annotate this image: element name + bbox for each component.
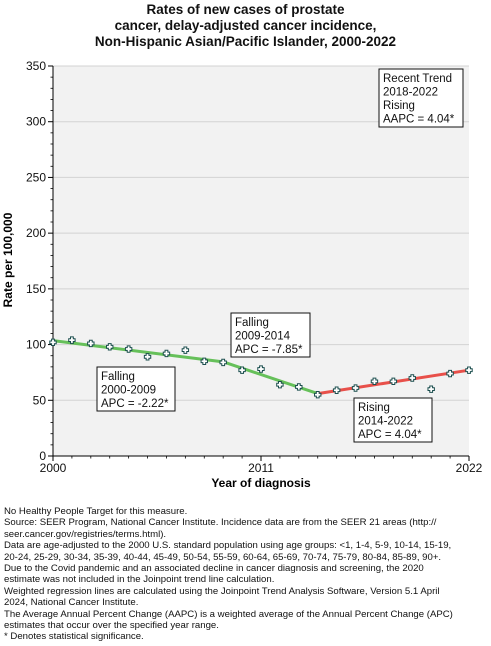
y-axis-title: Rate per 100,000 (1, 212, 15, 307)
data-point (181, 346, 190, 354)
footnotes: No Healthy People Target for this measur… (4, 506, 488, 643)
data-point (446, 369, 454, 378)
y-tick-label: 150 (26, 282, 46, 296)
annotation-line: 2014-2022 (358, 416, 413, 428)
annotation-line: 2009-2014 (235, 331, 291, 343)
annotation-line: Falling (235, 317, 269, 329)
annotation-line: APC = 4.04* (358, 429, 422, 441)
chart-title-line-2: cancer, delay-adjusted cancer incidence, (114, 18, 377, 33)
footnote-line: No Healthy People Target for this measur… (4, 506, 188, 517)
annotation-line: Recent Trend (383, 73, 452, 85)
data-point (408, 374, 416, 382)
annotation-frame (378, 68, 464, 128)
annotation-line: APC = -7.85* (235, 344, 303, 356)
annotation-frame (353, 397, 433, 443)
footnote-line: 20-24, 25-29, 30-34, 35-39, 40-44, 45-49… (4, 551, 442, 563)
data-point (465, 366, 473, 374)
data-point (238, 366, 246, 374)
data-point (124, 345, 133, 353)
y-tick-label: 350 (26, 59, 46, 73)
footnote-line: 2024, National Cancer Institute. (4, 597, 139, 609)
plot-area: 0 50 100 150 200 250 300 350 2000 2011 2022 Falling… (26, 59, 483, 475)
footnote-line: Source: SEER Program, National Cancer In… (4, 517, 437, 529)
x-axis-title: Year of diagnosis (211, 476, 311, 490)
data-point (49, 338, 57, 347)
data-point (257, 365, 265, 373)
x-tick-label: 2022 (456, 461, 483, 475)
data-point (87, 339, 95, 348)
annotation-line: Falling (101, 371, 135, 383)
x-tick-label: 2000 (40, 461, 67, 475)
data-point (219, 358, 227, 367)
data-point (314, 391, 322, 399)
data-point (427, 385, 435, 393)
footnote-line: Due to the Covid pandemic and an associa… (4, 563, 424, 575)
data-point (200, 357, 208, 365)
annotation-frame (230, 312, 311, 358)
footnote-line: estimate was not included in the Joinpoi… (4, 574, 275, 586)
footnote-line: Data are age-adjusted to the 2000 U.S. s… (4, 540, 452, 552)
data-point (68, 336, 76, 344)
annotation-frame (96, 366, 176, 412)
y-tick-label: 200 (26, 226, 46, 240)
data-point (295, 383, 303, 391)
y-tick-label: 300 (26, 115, 46, 129)
footnote-line: Weighted regression lines are calculated… (4, 585, 440, 597)
data-point (106, 343, 114, 351)
footnote-line: estimates that occur over the specified … (4, 620, 219, 632)
footnote-line: The Average Annual Percent Change (AAPC)… (4, 608, 453, 620)
footnote-line: * Denotes statistical significance. (4, 631, 144, 643)
footnote-line: seer.cancer.gov/registries/terms.html). (4, 528, 167, 540)
data-point (276, 380, 284, 389)
annotation-line: AAPC = 4.04* (383, 114, 455, 126)
chart-title-line-3: Non-Hispanic Asian/Pacific Islander, 200… (94, 34, 397, 49)
y-tick-label: 250 (26, 170, 46, 184)
data-point (370, 377, 379, 386)
data-point (351, 384, 360, 392)
x-tick-label: 2011 (248, 461, 274, 475)
data-point (332, 386, 341, 394)
annotation-line: Rising (383, 100, 415, 112)
data-point (162, 349, 171, 358)
chart-title-line-1: Rates of new cases of prostate (146, 2, 345, 17)
chart-title: Rates of new cases of prostate cancer, d… (0, 2, 491, 50)
annotation-line: 2018-2022 (383, 87, 438, 99)
trend-chart: 0 50 100 150 200 250 300 350 2000 2011 2022 Falling… (1, 59, 483, 490)
y-tick-label: 100 (26, 338, 46, 352)
annotation-line: APC = -2.22* (101, 398, 169, 410)
annotation-line: 2000-2009 (101, 385, 156, 397)
data-point (143, 353, 152, 361)
data-point (389, 377, 398, 386)
y-tick-label: 0 (39, 449, 46, 463)
y-tick-label: 50 (33, 393, 47, 407)
annotation-line: Rising (358, 402, 390, 414)
trend-segment-1 (51, 339, 225, 364)
